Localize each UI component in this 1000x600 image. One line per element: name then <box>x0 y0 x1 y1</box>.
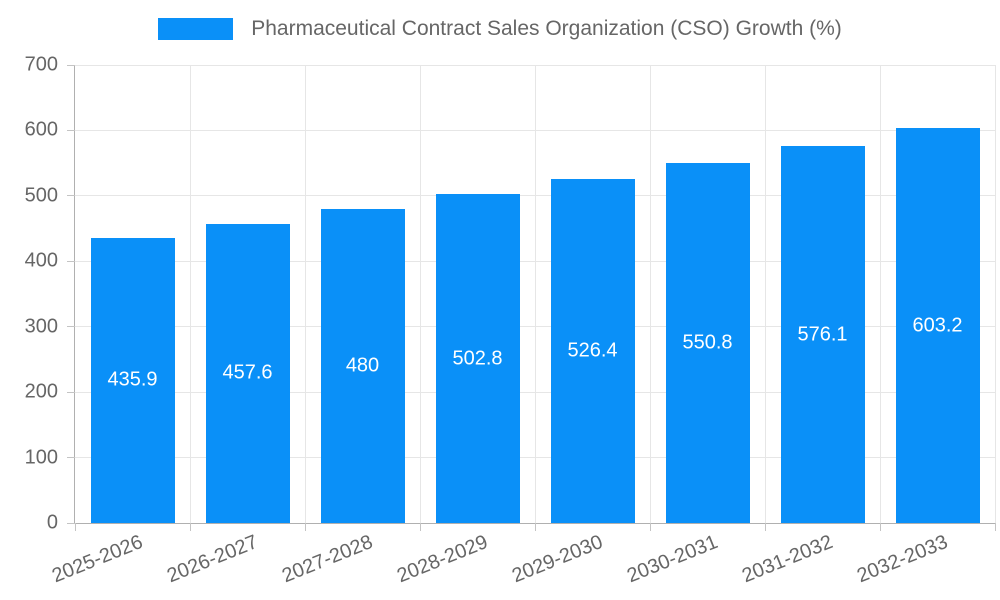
gridline-vertical <box>304 65 306 523</box>
x-axis-tick <box>419 523 421 531</box>
bar-2027-2028[interactable]: 480 <box>320 208 405 523</box>
bar-2025-2026[interactable]: 435.9 <box>90 237 175 523</box>
bar-value-label: 526.4 <box>567 339 618 362</box>
chart-legend: Pharmaceutical Contract Sales Organizati… <box>0 17 1000 41</box>
y-axis-tick-label: 300 <box>24 315 58 338</box>
x-axis-category-label: 2031-2032 <box>738 531 836 588</box>
plot-area: 435.9 457.6 480 502.8 526.4 550.8 576.1 603.2 <box>67 64 996 531</box>
bar-value-label: 457.6 <box>222 361 273 384</box>
bar-value-label: 502.8 <box>452 347 503 370</box>
y-axis-tick-label: 500 <box>24 184 58 207</box>
y-axis-tick <box>67 391 75 393</box>
x-axis-category-label: 2027-2028 <box>278 531 376 588</box>
x-axis-category-label: 2026-2027 <box>163 531 261 588</box>
bar-value-label: 576.1 <box>797 323 848 346</box>
x-axis-tick <box>189 523 191 531</box>
y-axis-tick-label: 400 <box>24 249 58 272</box>
bar-value-label: 603.2 <box>912 314 963 337</box>
x-axis-tick <box>764 523 766 531</box>
gridline-vertical <box>994 65 996 523</box>
gridline-vertical <box>649 65 651 523</box>
x-axis-tick <box>994 523 996 531</box>
x-axis-category-label: 2028-2029 <box>393 531 491 588</box>
y-axis-tick <box>67 260 75 262</box>
y-axis-tick-label: 0 <box>46 511 58 534</box>
x-axis-tick <box>649 523 651 531</box>
x-axis-category-label: 2032-2033 <box>853 531 951 588</box>
x-axis-category-label: 2025-2026 <box>48 531 146 588</box>
y-axis-tick <box>67 195 75 197</box>
gridline-vertical <box>189 65 191 523</box>
bar-2032-2033[interactable]: 603.2 <box>895 128 980 523</box>
bar-2030-2031[interactable]: 550.8 <box>665 162 750 523</box>
y-axis-tick-label: 100 <box>24 446 58 469</box>
legend-swatch[interactable] <box>158 18 234 40</box>
y-axis-tick-label: 700 <box>24 53 58 76</box>
x-axis-tick <box>74 523 76 531</box>
bar-2029-2030[interactable]: 526.4 <box>550 178 635 523</box>
y-axis-tick <box>67 326 75 328</box>
bar-value-label: 435.9 <box>107 368 158 391</box>
gridline-vertical <box>419 65 421 523</box>
y-axis-tick <box>67 64 75 66</box>
y-axis-tick-label: 200 <box>24 380 58 403</box>
bar-2026-2027[interactable]: 457.6 <box>205 223 290 523</box>
bar-2028-2029[interactable]: 502.8 <box>435 194 520 523</box>
gridline-vertical <box>764 65 766 523</box>
bar-2031-2032[interactable]: 576.1 <box>780 146 865 523</box>
x-axis-tick <box>304 523 306 531</box>
gridline-vertical <box>879 65 881 523</box>
chart-title: Pharmaceutical Contract Sales Organizati… <box>251 17 842 40</box>
x-axis-category-label: 2029-2030 <box>508 531 606 588</box>
bar-value-label: 550.8 <box>682 331 733 354</box>
gridline-vertical <box>534 65 536 523</box>
y-axis-tick <box>67 457 75 459</box>
x-axis-category-label: 2030-2031 <box>623 531 721 588</box>
x-axis-tick <box>879 523 881 531</box>
bar-value-label: 480 <box>345 354 380 377</box>
y-axis-tick <box>67 522 75 524</box>
x-axis-tick <box>534 523 536 531</box>
y-axis-tick-label: 600 <box>24 118 58 141</box>
y-axis-tick <box>67 129 75 131</box>
